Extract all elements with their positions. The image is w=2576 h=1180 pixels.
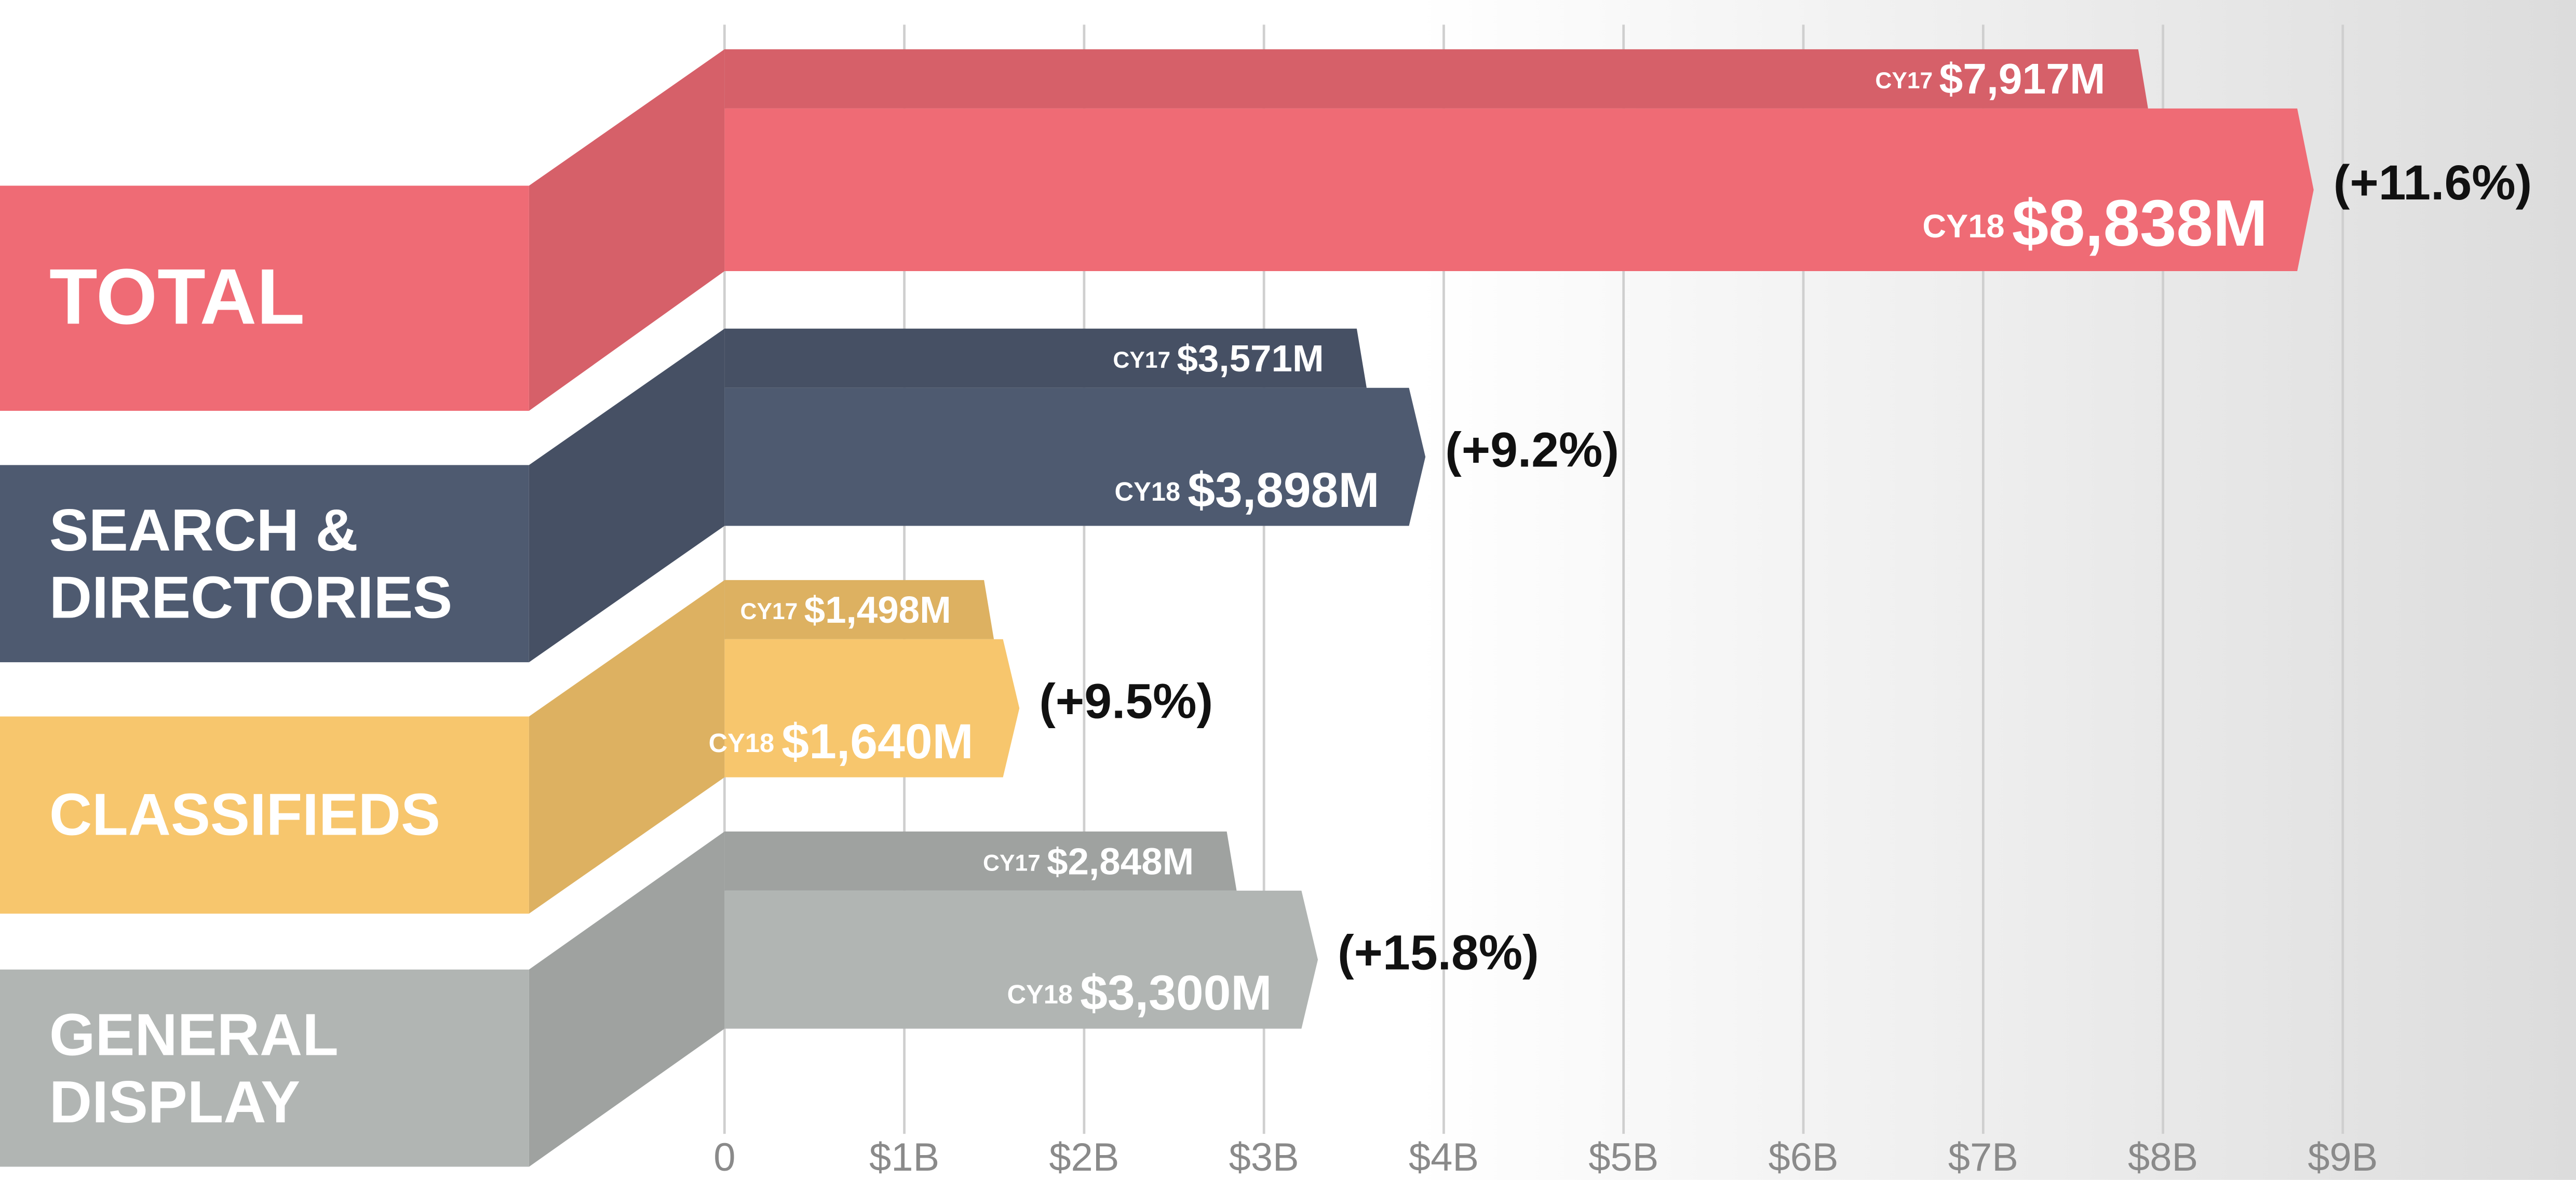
space [1170,347,1177,373]
value-label: $3,300M [1080,966,1272,1021]
bar [724,639,1020,777]
category-panel [0,185,529,411]
growth-label: (+9.2%) [1445,422,1619,477]
bar-value-label: CY18 $3,300M [1007,966,1272,1021]
series-name: CY17 [1113,347,1170,373]
bar [724,890,1318,1029]
connector [529,328,725,663]
value-label: $8,838M [2012,186,2268,260]
category-label: GENERAL DISPLAY [49,1000,339,1136]
bar [724,387,1426,526]
bar-value-label: CY17 $2,848M [983,840,1194,882]
series-name: CY17 [740,599,798,624]
x-tick-label: 0 [713,1135,735,1179]
bar-group [724,328,1367,388]
value-label: $3,571M [1177,338,1324,380]
bar-shade [724,580,994,639]
bar-group [724,49,2148,109]
series-name: CY18 [1922,208,2004,245]
bar-value-label: CY18 $3,898M [1115,463,1380,518]
bar [724,580,994,639]
connector [529,49,725,411]
bar-value-label: CY18 $1,640M [709,714,974,769]
x-tick-label: $6B [1768,1135,1838,1179]
x-tick-label: $3B [1229,1135,1299,1179]
series-name: CY17 [1875,68,1933,93]
bar [724,831,1237,891]
x-tick-label: $2B [1049,1135,1119,1179]
category-panel [0,465,529,663]
bar-value-label: CY18 $8,838M [1922,186,2268,260]
bar-value-label: CY17 $7,917M [1875,56,2105,103]
category-panel [0,969,529,1167]
growth-label: (+15.8%) [1338,926,1539,981]
connector-shade [529,49,725,411]
bar-shade [724,49,2148,109]
value-label: $1,640M [781,714,973,769]
value-label: $2,848M [1047,840,1194,882]
connector-shade [529,580,725,914]
value-label: $7,917M [1939,56,2105,103]
series-name: CY18 [1115,477,1181,506]
bar [724,108,2314,272]
growth-label: (+11.6%) [2334,155,2532,210]
space [1933,68,1939,93]
category-label: CLASSIFIEDS [49,781,441,849]
x-tick-label: $7B [1948,1135,2018,1179]
bar-value-label: CY17 $1,498M [740,589,951,631]
space [1073,980,1080,1009]
bar-value-label: CY17 $3,571M [1113,338,1324,380]
space [1041,850,1047,876]
category-label: TOTAL [49,254,305,342]
space [798,599,804,624]
connector [529,831,725,1167]
space [1180,477,1188,506]
bar-shade [724,328,1367,388]
bar-group [724,580,994,639]
connector-shade [529,328,725,663]
bar [724,49,2148,109]
category-panel [0,716,529,914]
value-label: $3,898M [1188,463,1379,518]
connector-shade [529,831,725,1167]
x-tick-label: $8B [2128,1135,2198,1179]
category-label: SEARCH & DIRECTORIES [49,495,453,631]
series-name: CY17 [983,850,1041,876]
x-tick-label: $4B [1409,1135,1479,1179]
connector [529,580,725,914]
bar [724,328,1367,388]
space [2005,211,2012,241]
space [774,728,781,758]
growth-label: (+9.5%) [1039,674,1213,729]
x-tick-label: $1B [869,1135,939,1179]
series-name: CY18 [709,728,775,758]
value-label: $1,498M [804,589,951,631]
series-name: CY18 [1007,980,1073,1009]
x-tick-label: $5B [1588,1135,1658,1179]
x-tick-label: $9B [2308,1135,2378,1179]
bar-group [724,831,1237,891]
bar-shade [724,831,1237,891]
